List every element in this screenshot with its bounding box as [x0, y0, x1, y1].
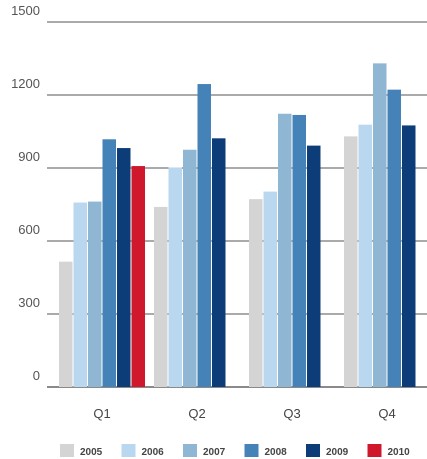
legend-label-2005: 2005	[80, 447, 103, 458]
bar-q4-2007	[373, 63, 387, 387]
legend-swatch-2010	[367, 444, 382, 457]
y-axis-ticks: 0 300 600 900 1200 1500	[11, 3, 40, 383]
y-tick-label: 900	[18, 149, 40, 164]
legend-swatch-2008	[244, 444, 259, 457]
bar-q4-2009	[402, 125, 416, 388]
bar-q3-2009	[307, 145, 321, 387]
bar-q2-2007	[183, 149, 197, 387]
bar-q2-2005	[154, 206, 168, 387]
bar-q1-2009	[117, 148, 131, 387]
legend-swatch-2007	[183, 444, 197, 457]
y-tick-label: 300	[18, 295, 40, 310]
category-label-q2: Q2	[188, 406, 205, 421]
y-tick-label: 0	[33, 368, 40, 383]
category-label-q4: Q4	[378, 406, 395, 421]
bar-q4-2006	[358, 124, 372, 387]
y-tick-label: 1200	[11, 76, 40, 91]
bar-q2-2008	[197, 84, 211, 388]
x-axis-categories: Q1 Q2 Q3 Q4	[93, 406, 395, 421]
bar-q4-2008	[387, 89, 401, 387]
bar-q3-2005	[249, 199, 263, 387]
bar-q4-2005	[344, 136, 358, 387]
legend-label-2008: 2008	[265, 447, 288, 458]
y-tick-label: 1500	[11, 3, 40, 18]
bar-q1-2008	[102, 139, 116, 387]
legend-swatch-2006	[121, 444, 136, 457]
legend: 2005 2006 2007 2008 2009 2010	[60, 444, 410, 458]
bar-q2-2006	[168, 167, 182, 387]
category-label-q3: Q3	[283, 406, 300, 421]
legend-label-2007: 2007	[203, 447, 226, 458]
bar-q3-2006	[263, 191, 277, 387]
legend-label-2009: 2009	[326, 447, 349, 458]
y-tick-label: 600	[18, 222, 40, 237]
bar-q3-2008	[292, 114, 306, 387]
legend-swatch-2009	[306, 444, 320, 457]
legend-label-2006: 2006	[142, 447, 165, 458]
bar-q1-2005	[59, 261, 73, 387]
legend-swatch-2005	[60, 444, 74, 457]
bar-q1-2007	[88, 201, 102, 387]
bars	[59, 63, 416, 388]
bar-q1-2006	[73, 202, 87, 387]
legend-label-2010: 2010	[388, 447, 411, 458]
bar-q2-2009	[212, 138, 226, 387]
bar-q3-2007	[278, 113, 292, 387]
bar-q1-2010	[131, 166, 145, 387]
category-label-q1: Q1	[93, 406, 110, 421]
